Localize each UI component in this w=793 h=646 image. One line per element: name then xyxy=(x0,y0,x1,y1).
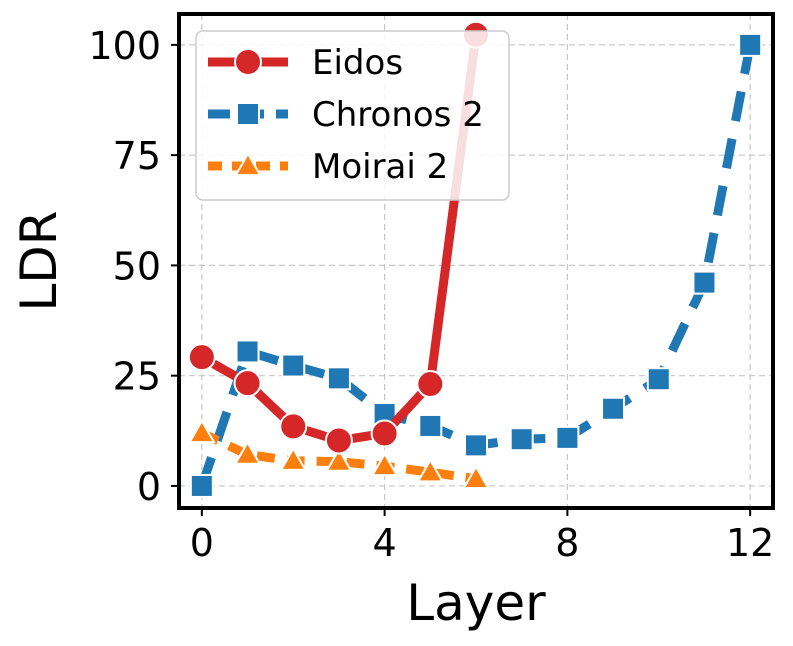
y-axis-label: LDR xyxy=(10,210,68,311)
series-layer xyxy=(187,20,763,498)
data-point xyxy=(555,425,580,450)
data-point xyxy=(279,412,308,441)
legend-marker xyxy=(234,151,262,177)
data-point xyxy=(233,440,262,465)
data-point xyxy=(509,427,534,452)
data-point xyxy=(324,426,353,455)
data-point xyxy=(370,451,399,477)
x-tick-label: 0 xyxy=(190,521,214,565)
plot-frame xyxy=(177,12,775,510)
legend: Eidos Chronos 2 Moirai 2 xyxy=(195,30,510,201)
data-point xyxy=(233,369,262,398)
data-point xyxy=(416,370,445,399)
series-moirai-2 xyxy=(188,418,490,489)
data-point xyxy=(235,339,260,364)
data-point xyxy=(325,447,353,472)
legend-marker xyxy=(234,48,262,76)
y-tick-label: 50 xyxy=(113,244,161,288)
x-tick-label: 4 xyxy=(373,521,397,565)
legend-box xyxy=(195,30,510,201)
data-point xyxy=(370,419,399,448)
y-tick-label: 25 xyxy=(113,355,161,399)
legend-label: Moirai 2 xyxy=(312,147,448,187)
data-point xyxy=(462,464,490,489)
y-tick-label: 0 xyxy=(137,465,161,509)
legend-label: Eidos xyxy=(312,43,403,83)
data-point xyxy=(464,433,488,458)
data-point xyxy=(189,473,214,498)
legend-label: Chronos 2 xyxy=(312,95,484,135)
data-point xyxy=(188,418,216,444)
data-point xyxy=(646,367,671,392)
x-axis-ticks: 0 4 8 12 xyxy=(190,508,774,565)
x-tick-label: 12 xyxy=(726,521,774,565)
series-eidos xyxy=(187,20,490,455)
x-tick-label: 8 xyxy=(555,521,579,565)
data-point xyxy=(279,446,308,471)
data-point xyxy=(281,353,306,378)
y-tick-label: 75 xyxy=(113,134,161,178)
data-point xyxy=(601,396,626,421)
y-tick-label: 100 xyxy=(88,24,161,68)
data-point xyxy=(416,458,445,483)
legend-marker xyxy=(236,102,260,126)
data-point xyxy=(187,343,216,372)
series-chronos-2 xyxy=(189,32,763,498)
data-point xyxy=(326,366,351,391)
x-axis-label: Layer xyxy=(406,574,546,632)
data-point xyxy=(418,413,443,438)
data-point xyxy=(692,270,717,295)
y-axis-ticks: 0 25 50 75 100 xyxy=(88,24,179,509)
data-point xyxy=(738,32,763,57)
